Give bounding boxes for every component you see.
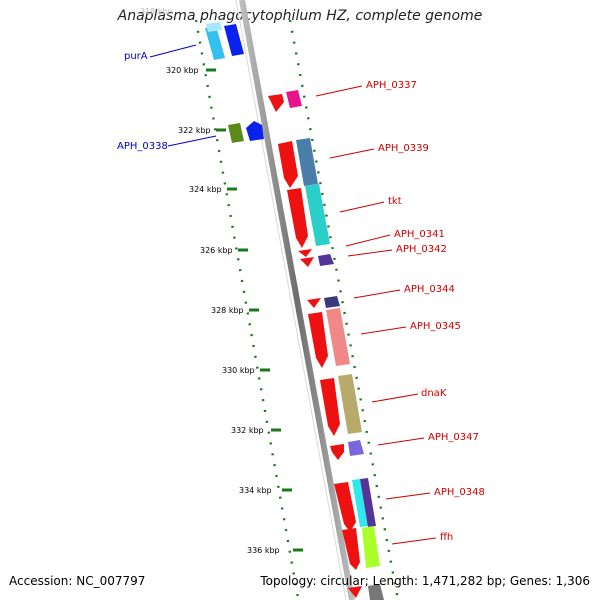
gene-block[interactable] xyxy=(362,526,380,568)
coordinate-ticks: 318 kbp 320 kbp 322 kbp 324 kbp 326 kbp … xyxy=(140,7,303,555)
gene-block[interactable] xyxy=(342,528,360,570)
gene-labels: purA APH_0338 APH_0337 APH_0339 tkt APH_… xyxy=(117,51,485,543)
gene-block[interactable] xyxy=(360,478,376,527)
gene-label-tkt[interactable]: tkt xyxy=(388,196,402,207)
gene-label-APH_0345[interactable]: APH_0345 xyxy=(410,321,461,332)
gene-block[interactable] xyxy=(307,298,321,308)
tick-label: 324 kbp xyxy=(189,185,222,194)
gene-block[interactable] xyxy=(324,296,340,308)
label-leaders xyxy=(149,44,437,545)
gene-block[interactable] xyxy=(287,188,308,248)
gene-label-APH_0342[interactable]: APH_0342 xyxy=(396,244,447,255)
tick-label: 322 kbp xyxy=(178,126,211,135)
tick-label: 318 kbp xyxy=(140,7,173,16)
gene-label-APH_0347[interactable]: APH_0347 xyxy=(428,432,479,443)
gene-block[interactable] xyxy=(308,312,328,368)
gene-block[interactable] xyxy=(286,90,302,108)
gene-label-APH_0337[interactable]: APH_0337 xyxy=(366,80,417,91)
gene-block[interactable] xyxy=(224,24,244,56)
genome-summary-text: Topology: circular; Length: 1,471,282 bp… xyxy=(260,574,590,588)
gene-block[interactable] xyxy=(206,22,222,32)
gene-label-ffh[interactable]: ffh xyxy=(440,532,453,543)
gene-label-APH_0348[interactable]: APH_0348 xyxy=(434,487,485,498)
genome-backbone xyxy=(239,0,355,600)
gene-block[interactable] xyxy=(296,138,318,186)
gene-block[interactable] xyxy=(228,123,244,143)
gene-block[interactable] xyxy=(305,184,330,246)
tick-label: 332 kbp xyxy=(231,426,264,435)
gene-block[interactable] xyxy=(348,440,364,456)
tick-label: 326 kbp xyxy=(200,246,233,255)
gene-block[interactable] xyxy=(268,94,284,112)
tick-label: 328 kbp xyxy=(211,306,244,315)
gene-features-left xyxy=(205,22,264,143)
gene-label-dnaK[interactable]: dnaK xyxy=(421,388,447,399)
tick-label: 336 kbp xyxy=(247,546,280,555)
accession-text: Accession: NC_007797 xyxy=(9,574,146,588)
gene-block[interactable] xyxy=(334,482,356,532)
gene-block[interactable] xyxy=(278,141,298,188)
gene-label-APH_0338[interactable]: APH_0338 xyxy=(117,141,168,152)
gene-block[interactable] xyxy=(205,26,225,60)
gene-block[interactable] xyxy=(368,584,384,600)
tick-label: 330 kbp xyxy=(222,366,255,375)
gene-block[interactable] xyxy=(246,121,264,141)
gene-block[interactable] xyxy=(298,249,312,257)
gene-features-right xyxy=(268,90,384,600)
gene-block[interactable] xyxy=(300,257,314,267)
gene-block[interactable] xyxy=(330,444,344,460)
gene-block[interactable] xyxy=(352,479,368,527)
gene-block[interactable] xyxy=(348,586,362,598)
gene-block[interactable] xyxy=(338,374,362,434)
tick-label: 320 kbp xyxy=(166,66,199,75)
gene-label-purA[interactable]: purA xyxy=(124,51,148,62)
gene-label-APH_0339[interactable]: APH_0339 xyxy=(378,143,429,154)
gene-block[interactable] xyxy=(318,254,334,266)
map-title: Anaplasma phagocytophilum HZ, complete g… xyxy=(117,8,483,24)
gene-label-APH_0344[interactable]: APH_0344 xyxy=(404,284,455,295)
gene-label-APH_0341[interactable]: APH_0341 xyxy=(394,229,445,240)
tick-label: 334 kbp xyxy=(239,486,272,495)
gene-block[interactable] xyxy=(320,378,340,436)
gene-block[interactable] xyxy=(326,308,350,366)
